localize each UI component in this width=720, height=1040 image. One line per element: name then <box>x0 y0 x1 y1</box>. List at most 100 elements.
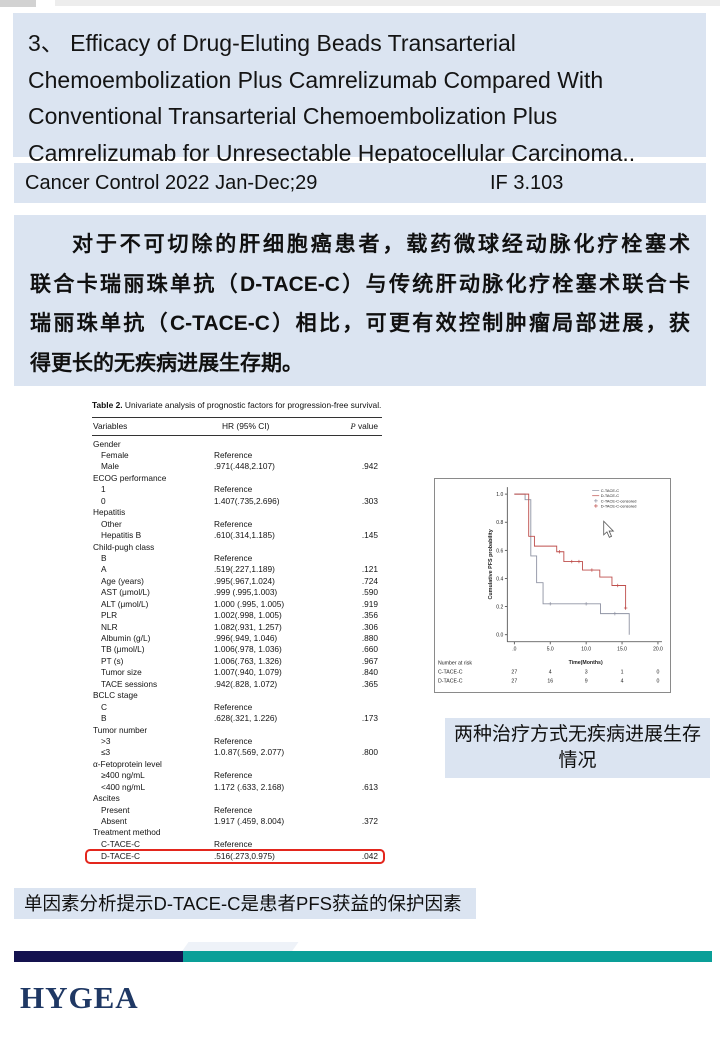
table-row: TACE sessions .942(.828, 1.072) .365 <box>92 679 382 690</box>
table-row: >3 Reference <box>92 736 382 747</box>
abstract-line: 对于不可切除的肝细胞癌患者，载药微球经动脉化疗栓塞术 <box>72 233 690 256</box>
variable-cell: TACE sessions <box>101 678 158 689</box>
journal-bar: Cancer Control 2022 Jan-Dec;29 IF 3.103 <box>14 163 706 203</box>
table-row: Ascites <box>92 793 382 804</box>
table-row: 1 Reference <box>92 484 382 495</box>
hr-cell: .942(.828, 1.072) <box>214 678 278 689</box>
table-row: 0 1.407(.735,2.696) .303 <box>92 496 382 507</box>
svg-text:0: 0 <box>656 669 659 675</box>
variable-cell: Hepatitis <box>93 507 126 518</box>
hr-cell: .999 (.995,1.003) <box>214 587 278 598</box>
svg-text:C-TACE-C: C-TACE-C <box>601 488 620 493</box>
variable-cell: Hepatitis B <box>101 530 142 541</box>
hr-cell: .996(.949, 1.046) <box>214 633 278 644</box>
svg-text:0.6: 0.6 <box>496 548 503 554</box>
svg-text:D-TACE-C-censored: D-TACE-C-censored <box>601 503 637 508</box>
table-row: Tumor number <box>92 725 382 736</box>
variable-cell: Tumor size <box>101 667 142 678</box>
hr-cell: Reference <box>214 450 253 461</box>
variable-cell: ≥400 ng/mL <box>101 770 145 781</box>
variable-cell: AST (μmol/L) <box>101 587 150 598</box>
svg-text:D-TACE-C: D-TACE-C <box>601 493 620 498</box>
variable-cell: BCLC stage <box>93 690 138 701</box>
table-row: Gender <box>92 439 382 450</box>
variable-cell: >3 <box>101 735 111 746</box>
table-row: BCLC stage <box>92 690 382 701</box>
table-row: C Reference <box>92 702 382 713</box>
header-hr: HR (95% CI) <box>222 420 270 431</box>
hr-cell: Reference <box>214 838 253 849</box>
variable-cell: C <box>101 701 107 712</box>
table-row: NLR 1.082(.931, 1.257) .306 <box>92 622 382 633</box>
p-value-cell: .145 <box>361 530 378 541</box>
table-row: B .628(.321, 1.226) .173 <box>92 713 382 724</box>
divider-bar-navy <box>14 951 183 962</box>
p-value-cell: .919 <box>361 598 378 609</box>
hr-cell: 1.407(.735,2.696) <box>214 495 280 506</box>
hr-cell: Reference <box>214 735 253 746</box>
figure-caption: 两种治疗方式无疾病进展生存情况 <box>445 718 710 778</box>
km-curve <box>514 493 627 610</box>
top-edge-strip-right <box>55 0 720 6</box>
conclusion-note: 单因素分析提示D-TACE-C是患者PFS获益的保护因素 <box>14 888 476 919</box>
hr-cell: 1.000 (.995, 1.005) <box>214 598 285 609</box>
svg-text:Time(Months): Time(Months) <box>569 660 603 666</box>
variable-cell: ECOG performance <box>93 472 167 483</box>
hr-cell: 1.006(.978, 1.036) <box>214 644 282 655</box>
table-row: D-TACE-C .516(.273,0.975) .042 <box>85 849 385 865</box>
km-curve <box>514 493 630 635</box>
variable-cell: 0 <box>101 495 106 506</box>
variable-cell: Tumor number <box>93 724 148 735</box>
table-row: Male .971(.448,2.107) .942 <box>92 461 382 472</box>
variable-cell: TB (μmol/L) <box>101 644 145 655</box>
svg-text:0.8: 0.8 <box>496 520 503 526</box>
p-value-cell: .173 <box>361 713 378 724</box>
variable-cell: Gender <box>93 438 121 449</box>
variable-cell: B <box>101 552 107 563</box>
table-row: PLR 1.002(.998, 1.005) .356 <box>92 610 382 621</box>
variable-cell: 1 <box>101 484 106 495</box>
table-row: A .519(.227,1.189) .121 <box>92 564 382 575</box>
svg-text:0.4: 0.4 <box>496 576 503 582</box>
hr-cell: .971(.448,2.107) <box>214 461 275 472</box>
hr-cell: Reference <box>214 770 253 781</box>
km-survival-figure: 0.0 0.2 0.4 0.6 0.8 1.0 .0 5.0 10.0 15.0 20.0 Cumul… <box>434 478 671 693</box>
slide-title-line: Camrelizumab for Unresectable Hepatocell… <box>28 139 636 166</box>
abstract-line: 得更长的无疾病进展生存期。 <box>30 351 303 375</box>
svg-text:0: 0 <box>656 679 659 685</box>
km-chart-svg: 0.0 0.2 0.4 0.6 0.8 1.0 .0 5.0 10.0 15.0 20.0 Cumul… <box>438 487 663 685</box>
table-header: Variables HR (95% CI) P value <box>92 416 382 436</box>
table-row: Treatment method <box>92 827 382 838</box>
svg-text:0.0: 0.0 <box>496 633 503 639</box>
slide-title-box: 3、 Efficacy of Drug-Eluting Beads Transa… <box>13 13 706 166</box>
table-row: TB (μmol/L) 1.006(.978, 1.036) .660 <box>92 644 382 655</box>
variable-cell: B <box>101 713 107 724</box>
divider-bar-teal <box>183 951 712 962</box>
table-row: PT (s) 1.006(.763, 1.326) .967 <box>92 656 382 667</box>
variable-cell: Age (years) <box>101 575 144 586</box>
hr-cell: 1.082(.931, 1.257) <box>214 621 282 632</box>
svg-text:5.0: 5.0 <box>547 646 554 652</box>
table-row: Hepatitis <box>92 507 382 518</box>
hr-cell: 1.006(.763, 1.326) <box>214 655 282 666</box>
p-value-cell: .967 <box>361 655 378 666</box>
hr-cell: .516(.273,0.975) <box>214 851 275 862</box>
journal-name: Cancer Control 2022 Jan-Dec;29 <box>25 172 318 194</box>
svg-text:1.0: 1.0 <box>496 492 503 498</box>
hr-cell: 1.002(.998, 1.005) <box>214 610 282 621</box>
p-value-cell: .303 <box>361 495 378 506</box>
p-value-cell: .724 <box>361 575 378 586</box>
variable-cell: Female <box>101 450 129 461</box>
hr-cell: Reference <box>214 804 253 815</box>
variable-cell: <400 ng/mL <box>101 781 146 792</box>
hr-cell: 1.0.87(.569, 2.077) <box>214 747 285 758</box>
slide-title-line: Conventional Transarterial Chemoemboliza… <box>28 103 558 129</box>
table-row: ≥400 ng/mL Reference <box>92 770 382 781</box>
variable-cell: Male <box>101 461 119 472</box>
svg-text:16: 16 <box>547 679 553 685</box>
p-value-cell: .590 <box>361 587 378 598</box>
p-value-cell: .356 <box>361 610 378 621</box>
impact-factor: IF 3.103 <box>490 172 564 194</box>
table-title-text: Univariate analysis of prognostic factor… <box>122 400 382 410</box>
hr-cell: 1.917 (.459, 8.004) <box>214 816 285 827</box>
